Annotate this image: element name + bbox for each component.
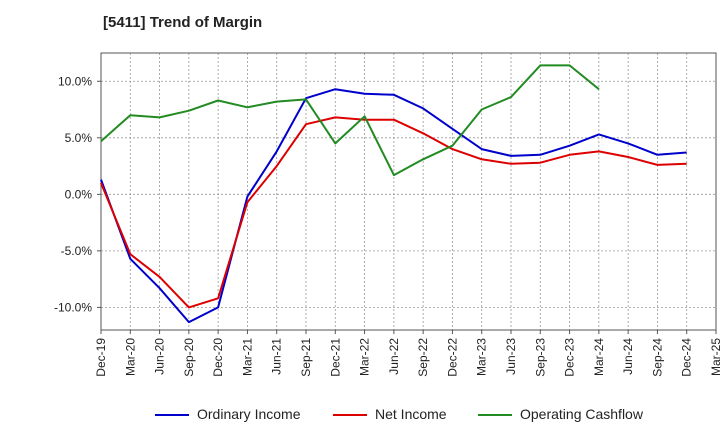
chart-legend: Ordinary Income Net Income Operating Cas… <box>0 404 720 426</box>
y-tick-label: -5.0% <box>61 244 93 258</box>
legend-label-operating-cashflow: Operating Cashflow <box>520 406 643 422</box>
x-tick-label: Sep-20 <box>182 338 196 377</box>
series-line-net-income <box>100 116 687 309</box>
x-tick-label: Dec-23 <box>563 338 577 377</box>
x-tick-label: Jun-22 <box>387 338 401 375</box>
legend-label-net-income: Net Income <box>375 406 447 422</box>
x-tick-label: Dec-19 <box>94 338 108 377</box>
x-tick-label: Sep-23 <box>533 338 547 377</box>
x-tick-label: Mar-21 <box>240 338 254 376</box>
legend-swatch-operating-cashflow <box>478 414 512 416</box>
legend-swatch-ordinary-income <box>155 414 189 416</box>
x-tick-label: Mar-22 <box>358 338 372 376</box>
x-tick-label: Dec-24 <box>680 338 694 377</box>
y-tick-label: 0.0% <box>65 187 93 201</box>
x-tick-label: Mar-20 <box>123 338 137 376</box>
x-tick-label: Jun-24 <box>621 338 635 375</box>
x-tick-label: Jun-23 <box>504 338 518 375</box>
legend-swatch-net-income <box>333 414 367 416</box>
x-tick-label: Mar-24 <box>592 338 606 376</box>
y-tick-label: 10.0% <box>58 74 92 88</box>
chart-title: [5411] Trend of Margin <box>103 14 263 31</box>
plot-area <box>101 53 716 330</box>
y-tick-label: 5.0% <box>65 131 93 145</box>
x-tick-label: Sep-21 <box>299 338 313 377</box>
x-tick-label: Dec-21 <box>328 338 342 377</box>
plot-frame <box>100 52 717 331</box>
x-tick-label: Jun-21 <box>270 338 284 375</box>
x-tick-label: Dec-20 <box>211 338 225 377</box>
x-tick-label: Mar-23 <box>475 338 489 376</box>
x-tick-label: Sep-22 <box>416 338 430 377</box>
x-tick-label: Mar-25 <box>709 338 720 376</box>
x-tick-label: Sep-24 <box>650 338 664 377</box>
legend-label-ordinary-income: Ordinary Income <box>197 406 301 422</box>
series-line-ordinary-income <box>100 88 687 324</box>
y-tick-label: -10.0% <box>54 300 92 314</box>
series-line-operating-cashflow <box>100 64 600 177</box>
x-tick-label: Jun-20 <box>153 338 167 375</box>
x-tick-label: Dec-22 <box>445 338 459 377</box>
